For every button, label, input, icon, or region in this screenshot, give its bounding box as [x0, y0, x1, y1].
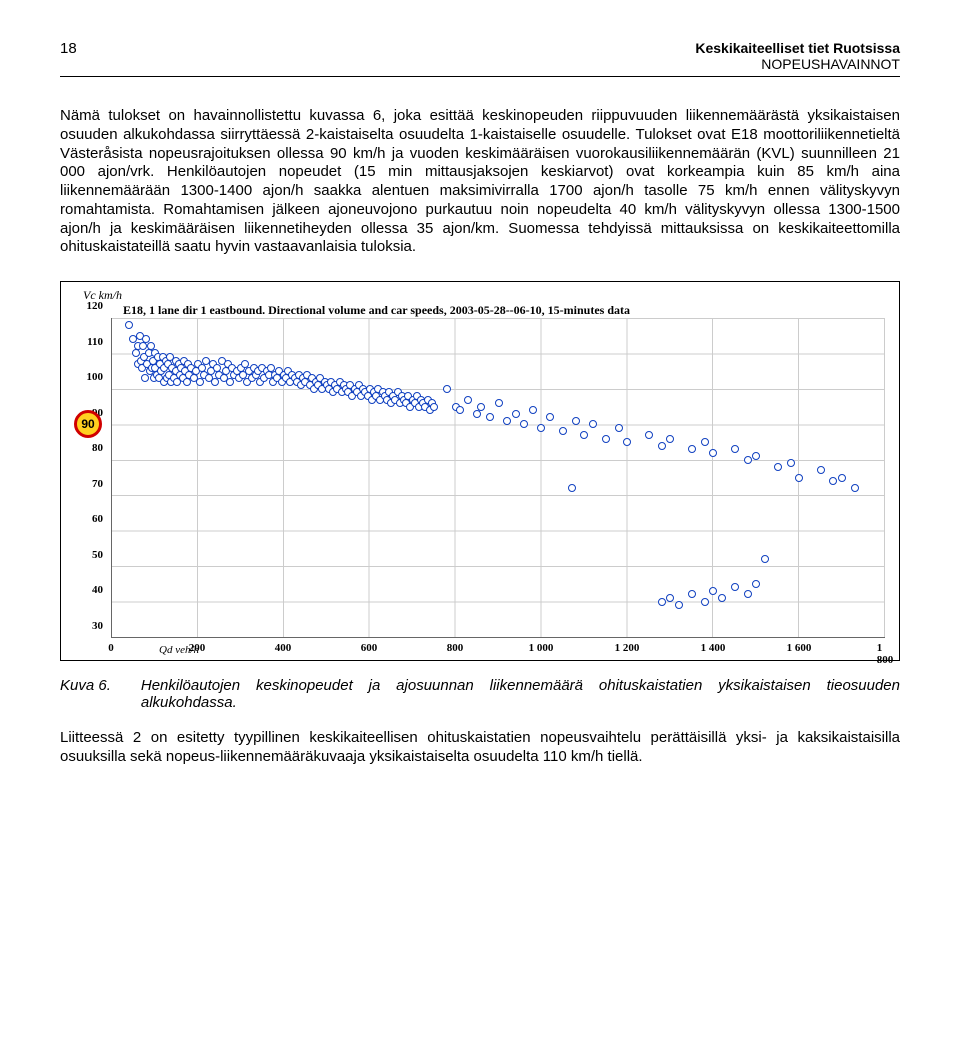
- data-point: [731, 583, 739, 591]
- data-point: [709, 449, 717, 457]
- y-tick: 120: [87, 300, 104, 312]
- y-tick: 40: [92, 584, 103, 596]
- data-point: [851, 484, 859, 492]
- x-tick: 0: [108, 642, 114, 654]
- data-point: [529, 406, 537, 414]
- data-point: [709, 587, 717, 595]
- page-number: 18: [60, 40, 77, 57]
- y-tick: 30: [92, 620, 103, 632]
- data-point: [774, 463, 782, 471]
- x-tick: 600: [361, 642, 378, 654]
- data-point: [495, 399, 503, 407]
- x-tick: 800: [447, 642, 464, 654]
- chart-area: 30405060708090100110120 90 Qd veh/h 0200…: [67, 318, 889, 658]
- doc-title: Keskikaiteelliset tiet Ruotsissa: [695, 40, 900, 56]
- data-point: [546, 413, 554, 421]
- data-point: [226, 378, 234, 386]
- header-right: Keskikaiteelliset tiet Ruotsissa NOPEUSH…: [695, 40, 900, 72]
- data-point: [795, 474, 803, 482]
- x-tick: 400: [275, 642, 292, 654]
- data-point: [589, 420, 597, 428]
- data-point: [787, 459, 795, 467]
- figure-caption-text: Henkilöautojen keskinopeudet ja ajosuunn…: [141, 677, 900, 711]
- data-point: [701, 438, 709, 446]
- figure-label: Kuva 6.: [60, 677, 111, 711]
- data-point: [752, 580, 760, 588]
- speed-limit-sign-icon: 90: [74, 410, 102, 438]
- data-point: [141, 374, 149, 382]
- data-point: [559, 427, 567, 435]
- y-tick: 70: [92, 478, 103, 490]
- y-tick: 100: [87, 371, 104, 383]
- data-point: [520, 420, 528, 428]
- x-tick: 1 800: [877, 642, 894, 666]
- x-tick: 200: [189, 642, 206, 654]
- chart-title: E18, 1 lane dir 1 eastbound. Directional…: [123, 303, 889, 318]
- data-point: [443, 385, 451, 393]
- data-point: [464, 396, 472, 404]
- x-tick: 1 200: [615, 642, 640, 654]
- data-point: [829, 477, 837, 485]
- data-point: [666, 594, 674, 602]
- main-paragraph: Nämä tulokset on havainnollistettu kuvas…: [60, 107, 900, 257]
- data-point: [701, 598, 709, 606]
- data-point: [645, 431, 653, 439]
- y-axis: 30405060708090100110120: [67, 318, 107, 638]
- x-tick: 1 000: [529, 642, 554, 654]
- data-point: [615, 424, 623, 432]
- closing-paragraph: Liitteessä 2 on esitetty tyypillinen kes…: [60, 729, 900, 767]
- plot-region: 90: [111, 318, 885, 638]
- data-point: [744, 590, 752, 598]
- data-point: [623, 438, 631, 446]
- x-tick: 1 400: [701, 642, 726, 654]
- data-point: [602, 435, 610, 443]
- data-point: [688, 590, 696, 598]
- data-point: [658, 442, 666, 450]
- data-point: [838, 474, 846, 482]
- data-point: [761, 555, 769, 563]
- data-point: [125, 321, 133, 329]
- data-point: [580, 431, 588, 439]
- doc-subtitle: NOPEUSHAVAINNOT: [695, 56, 900, 72]
- data-point: [731, 445, 739, 453]
- data-point: [572, 417, 580, 425]
- figure-caption: Kuva 6. Henkilöautojen keskinopeudet ja …: [60, 677, 900, 711]
- y-tick: 50: [92, 549, 103, 561]
- y-tick: 80: [92, 442, 103, 454]
- data-point: [817, 466, 825, 474]
- x-tick: 1 600: [787, 642, 812, 654]
- data-point: [503, 417, 511, 425]
- y-axis-label: Vc km/h: [83, 288, 889, 303]
- data-point: [512, 410, 520, 418]
- data-point: [666, 435, 674, 443]
- data-point: [744, 456, 752, 464]
- y-tick: 60: [92, 513, 103, 525]
- data-point: [752, 452, 760, 460]
- x-axis: Qd veh/h 02004006008001 0001 2001 4001 6…: [111, 640, 885, 658]
- data-point: [473, 410, 481, 418]
- data-point: [568, 484, 576, 492]
- data-point: [675, 601, 683, 609]
- data-point: [688, 445, 696, 453]
- data-point: [456, 406, 464, 414]
- data-point: [718, 594, 726, 602]
- data-point: [658, 598, 666, 606]
- data-point: [196, 378, 204, 386]
- data-point: [211, 378, 219, 386]
- data-point: [430, 403, 438, 411]
- scatter-chart: Vc km/h E18, 1 lane dir 1 eastbound. Dir…: [60, 281, 900, 661]
- data-point: [537, 424, 545, 432]
- y-tick: 110: [87, 336, 103, 348]
- data-point: [486, 413, 494, 421]
- data-point: [477, 403, 485, 411]
- speed-limit-value: 90: [81, 417, 94, 431]
- page-header: 18 Keskikaiteelliset tiet Ruotsissa NOPE…: [60, 40, 900, 77]
